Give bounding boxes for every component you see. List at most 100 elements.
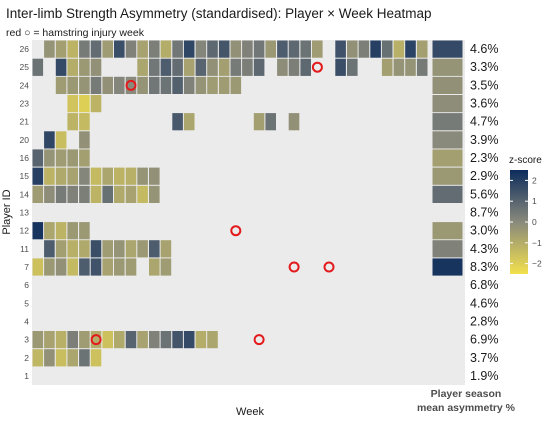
heat-cell-p26-w10: [137, 40, 148, 58]
heat-cell-p2-w1: [32, 349, 44, 367]
season-mean-label-15: 2.9%: [470, 169, 499, 183]
heat-cell-p3-w9: [125, 331, 137, 349]
heat-cell-p21-w14: [183, 113, 195, 131]
chart-subtitle: red ○ = hamstring injury week: [6, 27, 145, 39]
heat-cell-p26-w6: [90, 40, 102, 58]
heat-cell-p26-w22: [277, 40, 288, 58]
heat-cell-p3-w13: [172, 331, 183, 349]
heat-cell-p21-w13: [172, 113, 183, 131]
heat-cell-p26-w17: [218, 40, 230, 58]
heat-cell-p14-w2: [44, 185, 55, 203]
side-cell-7: [432, 258, 463, 276]
heat-cell-p26-w18: [230, 40, 242, 58]
heat-cell-p26-w13: [172, 40, 183, 58]
heat-cell-p15-w10: [137, 167, 148, 185]
heat-cell-p7-w7: [102, 258, 113, 276]
heat-cell-p26-w5: [79, 40, 90, 58]
heat-cell-p21-w5: [79, 113, 90, 131]
heat-cell-p26-w14: [183, 40, 195, 58]
heat-cell-p14-w8: [114, 185, 125, 203]
heat-cell-p14-w3: [55, 185, 67, 203]
x-axis-title: Week: [236, 406, 264, 418]
heat-cell-p25-w24: [300, 58, 311, 76]
side-cell-24: [432, 76, 463, 94]
y-tick-label-14: 14: [20, 189, 30, 199]
heat-cell-p15-w5: [79, 167, 90, 185]
heat-cell-p15-w7: [102, 167, 113, 185]
heat-cell-p15-w9: [125, 167, 137, 185]
heat-cell-p24-w17: [218, 76, 230, 94]
chart-title: Inter-limb Strength Asymmetry (standardi…: [6, 6, 432, 21]
heat-cell-p11-w11: [149, 240, 160, 258]
heat-cell-p14-w4: [67, 185, 78, 203]
season-mean-label-23: 3.6%: [470, 97, 499, 111]
heat-cell-p16-w1: [32, 149, 44, 167]
season-mean-label-5: 4.6%: [470, 296, 499, 310]
heat-cell-p2-w6: [90, 349, 102, 367]
heat-cell-p26-w30: [370, 40, 381, 58]
heat-cell-p25-w6: [90, 58, 102, 76]
heat-cell-p24-w6: [90, 76, 102, 94]
injury-marker-p3-w6: [90, 334, 102, 346]
heat-cell-p14-w6: [90, 185, 102, 203]
heat-cell-p25-w19: [242, 58, 253, 76]
legend-title: z-score: [509, 155, 542, 166]
heat-cell-p11-w6: [90, 240, 102, 258]
heat-cell-p14-w11: [149, 185, 160, 203]
heat-cell-p25-w16: [207, 58, 218, 76]
heat-cell-p11-w9: [125, 240, 137, 258]
heat-cell-p3-w11: [149, 331, 160, 349]
heat-cell-p11-w7: [102, 240, 113, 258]
season-mean-label-11: 4.3%: [470, 242, 499, 256]
legend-tick-label-1: 1: [532, 196, 537, 206]
heat-cell-p2-w3: [55, 349, 67, 367]
season-mean-label-21: 4.7%: [470, 115, 499, 129]
heat-cell-p26-w19: [242, 40, 253, 58]
heat-cell-p20-w2: [44, 131, 55, 149]
season-mean-label-1: 1.9%: [470, 369, 499, 383]
heat-cell-p3-w6: [90, 331, 102, 349]
heat-cell-p3-w4: [67, 331, 78, 349]
heat-cell-p7-w11: [149, 258, 160, 276]
heat-cell-p3-w2: [44, 331, 55, 349]
side-cell-26: [432, 40, 463, 58]
heat-cell-p24-w16: [207, 76, 218, 94]
heat-cell-p16-w2: [44, 149, 55, 167]
heat-cell-p25-w32: [393, 58, 405, 76]
injury-marker-p7-w26: [323, 261, 335, 273]
heat-cell-p14-w9: [125, 185, 137, 203]
heat-cell-p24-w10: [137, 76, 148, 94]
season-mean-label-20: 3.9%: [470, 133, 499, 147]
heat-cell-p26-w16: [207, 40, 218, 58]
season-mean-label-12: 3.0%: [470, 224, 499, 238]
heat-cell-p16-w5: [79, 149, 90, 167]
season-mean-label-4: 2.8%: [470, 314, 499, 328]
heat-cell-p26-w25: [312, 40, 323, 58]
heat-cell-p25-w3: [55, 58, 67, 76]
heat-cell-p25-w14: [183, 58, 195, 76]
heat-cell-p12-w1: [32, 222, 44, 240]
heat-cell-p26-w33: [405, 40, 416, 58]
heat-cell-p26-w8: [114, 40, 125, 58]
season-mean-label-26: 4.6%: [470, 42, 499, 56]
y-tick-label-4: 4: [24, 316, 29, 326]
heat-cell-p2-w4: [67, 349, 78, 367]
heat-cell-p16-w3: [55, 149, 67, 167]
heat-cell-p26-w11: [149, 40, 160, 58]
heat-cell-p25-w31: [381, 58, 393, 76]
heat-cell-p26-w12: [160, 40, 172, 58]
side-cell-11: [432, 240, 463, 258]
legend-tick-label--1: −1: [532, 238, 542, 248]
season-mean-label-14: 5.6%: [470, 187, 499, 201]
heat-cell-p3-w5: [79, 331, 90, 349]
side-cell-15: [432, 167, 463, 185]
heat-cell-p26-w28: [347, 40, 358, 58]
heat-cell-p11-w3: [55, 240, 67, 258]
injury-marker-p24-w9: [125, 79, 137, 91]
heat-cell-p25-w1: [32, 58, 44, 76]
heat-cell-p23-w6: [90, 95, 102, 113]
y-tick-label-23: 23: [20, 99, 30, 109]
heat-cell-p3-w8: [114, 331, 125, 349]
heat-cell-p24-w3: [55, 76, 67, 94]
